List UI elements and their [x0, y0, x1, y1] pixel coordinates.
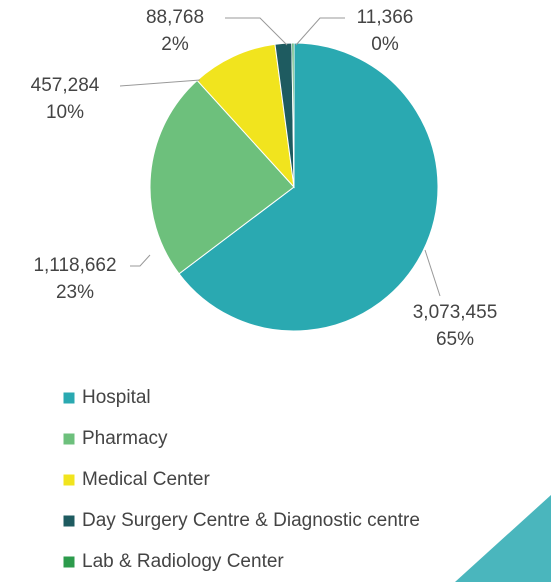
leader-line [130, 254, 151, 267]
legend-label: Lab & Radiology Center [82, 551, 284, 572]
legend-label: Day Surgery Centre & Diagnostic centre [82, 510, 420, 531]
percent-label: 65% [436, 329, 474, 350]
legend-label: Pharmacy [82, 428, 168, 449]
legend-label: Hospital [82, 387, 151, 408]
percent-label: 23% [56, 282, 94, 303]
pie-slice [178, 42, 439, 332]
pie-slice [149, 79, 295, 275]
leader-line [225, 17, 288, 46]
leader-line [295, 17, 345, 46]
pie-slice [196, 43, 295, 189]
percent-label: 10% [46, 102, 84, 123]
value-label: 11,366 [357, 7, 414, 28]
legend-swatch [62, 555, 76, 569]
legend-swatch [62, 391, 76, 405]
legend-swatch [62, 514, 76, 528]
corner-decoration [455, 495, 551, 582]
legend-swatch [62, 473, 76, 487]
leader-line [424, 249, 441, 297]
value-label: 457,284 [31, 75, 100, 96]
legend-swatch [62, 432, 76, 446]
value-label: 1,118,662 [33, 255, 116, 276]
value-label: 3,073,455 [413, 302, 498, 323]
legend-label: Medical Center [82, 469, 210, 490]
pie-slice [291, 42, 295, 188]
percent-label: 2% [161, 34, 189, 55]
percent-label: 0% [371, 34, 399, 55]
value-label: 88,768 [146, 7, 204, 28]
leader-line [119, 79, 201, 87]
